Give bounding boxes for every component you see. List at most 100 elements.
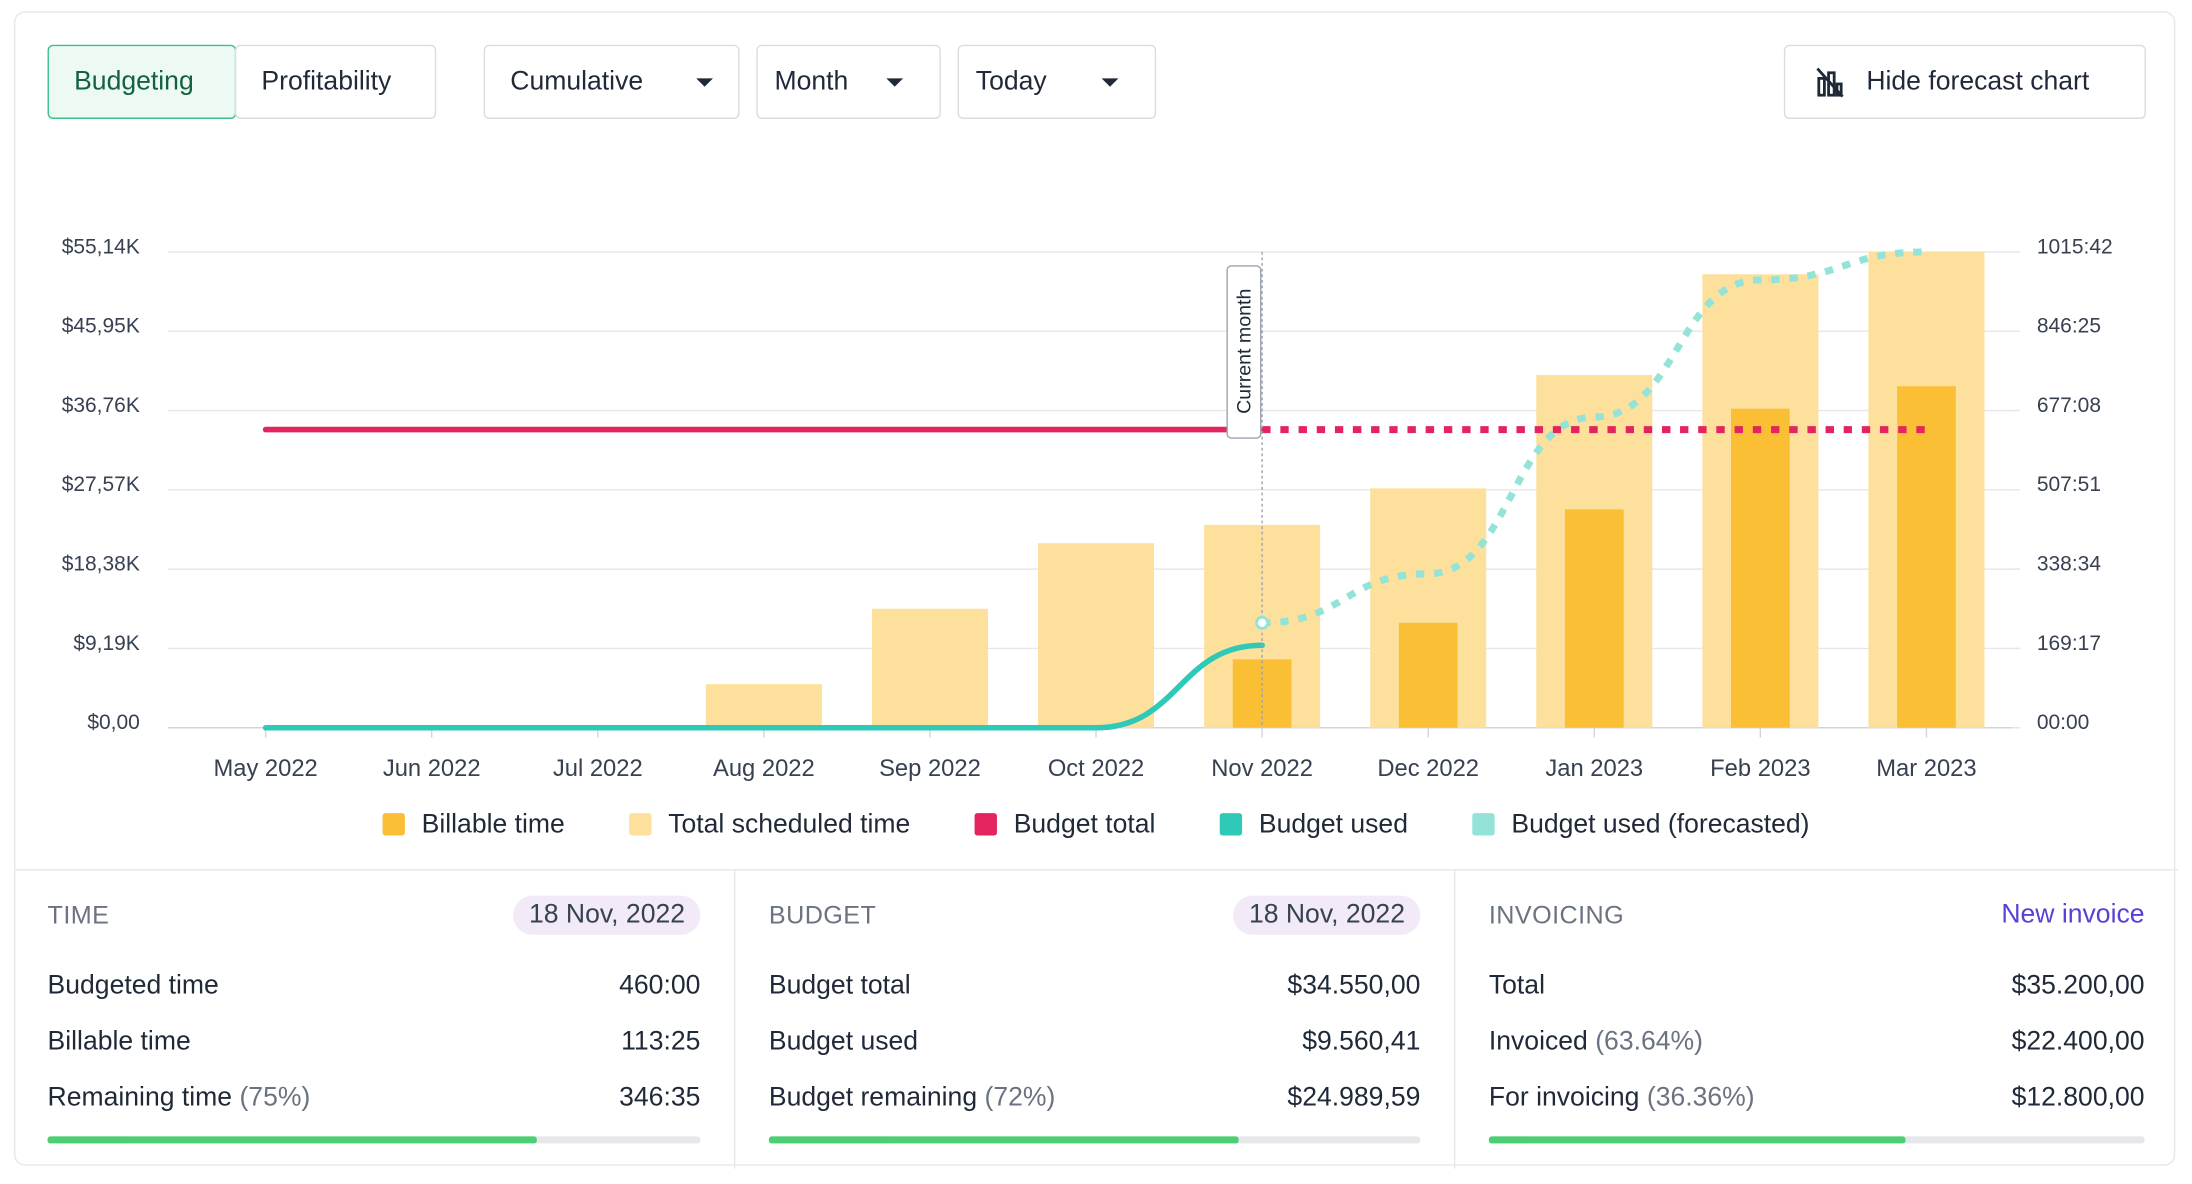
progress-fill [768,1136,1238,1144]
x-tick-label: Jan 2023 [1545,755,1643,782]
dropdown[interactable]: Today [957,44,1157,119]
progress-track [47,1136,701,1144]
y2-tick-label: 677:08 [2037,394,2101,417]
row-label-group: Budgeted time [48,971,219,1002]
x-tick-label: Dec 2022 [1377,755,1479,782]
dropdown-label: Month [774,66,849,96]
y2-tick-label: 00:00 [2037,711,2089,734]
y-tick-label: $27,57K [62,473,140,496]
icon [1816,66,1844,97]
y-tick-label: $0,00 [87,711,139,734]
legend-swatch [1472,813,1495,836]
row: Billable time 113:25 [48,1027,701,1058]
bar [1731,408,1790,728]
row-label: Budgeted time [47,971,219,1001]
row-value: $35.200,00 [2011,971,2145,1001]
dropdown[interactable]: Month [756,44,941,119]
row-label-group: Billable time [48,1027,191,1058]
panel-title: TIME [47,901,110,930]
forecast-start [1255,615,1270,630]
row-label: Remaining time [47,1083,233,1113]
bar [1038,543,1155,728]
row-note: (63.64%) [1595,1027,1704,1057]
hide-forecast-button[interactable]: Hide forecast chart [1783,44,2146,119]
x-tick-label: Jun 2022 [383,755,481,782]
row-value: $34.550,00 [1287,971,1421,1001]
link[interactable]: New invoice [2001,899,2145,930]
tab[interactable]: Budgeting [47,44,237,119]
row-value: 346:35 [619,1083,701,1113]
row-label-group: Invoiced (63.64%) [1489,1027,1703,1058]
legend-label: Budget used (forecasted) [1511,809,1809,839]
progress-track [1488,1136,2145,1144]
caret [886,77,904,87]
row: Remaining time (75%) 346:35 [48,1083,701,1114]
row-value: 113:25 [621,1027,701,1057]
row-label: Total [1488,971,1545,1001]
date-badge: 18 Nov, 2022 [1233,895,1421,935]
date-badge: 18 Nov, 2022 [513,895,701,935]
row-note: (72%) [984,1083,1056,1113]
row-label: Billable time [47,1027,191,1057]
y-tick-label: $36,76K [62,394,140,417]
legend-label: Budget used [1259,809,1408,839]
y2-tick-label: 1015:42 [2037,235,2113,258]
row-label: Invoiced [1488,1027,1588,1057]
legend-label: Total scheduled time [668,809,910,839]
row: For invoicing (36.36%) $12.800,00 [1489,1083,2145,1114]
legend-item: Total scheduled time [629,809,910,839]
x-tick-label: Mar 2023 [1876,755,1976,782]
row: Budget remaining (72%) $24.989,59 [769,1083,1420,1114]
row-label-group: Total [1489,971,1545,1002]
progress-track [768,1136,1421,1144]
legend-item: Budget total [974,809,1156,839]
row: Budgeted time 460:00 [48,971,701,1002]
x-tick-label: May 2022 [213,755,317,782]
legend-swatch [629,813,652,836]
dropdown-label: Today [975,66,1047,96]
bar [1232,659,1292,728]
row-note: (36.36%) [1646,1083,1755,1113]
legend-swatch [974,813,997,836]
panel: INVOICING New invoice Total $35.200,00 Invoi… [1455,870,2178,1168]
y2-tick-label: 507:51 [2037,473,2101,496]
summary-panels: TIME 18 Nov, 2022 Budgeted time 460:00 Billa… [13,869,2179,1169]
legend-swatch [1219,813,1243,836]
row-label: Budget used [768,1027,919,1057]
chart: $0,00 $9,19K $18,38K $27,57K $36,76K $45,95K $… [62,235,2113,839]
legend-label: Budget total [1014,809,1156,839]
y2-tick-label: 169:17 [2037,632,2101,655]
annotation-box [1226,265,1262,439]
bar [1564,509,1624,728]
panel: TIME 18 Nov, 2022 Budgeted time 460:00 Billa… [14,870,736,1169]
row-label-group: Remaining time (75%) [48,1083,311,1114]
y-tick-label: $18,38K [62,552,140,575]
caret [696,77,713,87]
bar [1897,386,1956,728]
legend: Billable time Total scheduled time Budget … [382,809,1810,839]
annotation: Current month [1234,289,1256,414]
row: Total $35.200,00 [1489,971,2145,1002]
dropdown[interactable]: Cumulative [483,44,740,119]
bar [871,608,988,728]
y-tick-label: $9,19K [73,632,139,655]
x-tick-label: Sep 2022 [879,755,981,782]
tab[interactable]: Profitability [234,44,437,119]
caret [1101,77,1119,87]
line [262,642,1265,731]
panel-title: BUDGET [768,901,877,930]
progress-fill [1488,1136,1907,1144]
row-label-group: Budget used [769,1027,918,1058]
row: Invoiced (63.64%) $22.400,00 [1489,1027,2145,1058]
bar [705,684,822,728]
row-label: Budget total [768,971,911,1001]
row-value: $12.800,00 [2011,1083,2145,1113]
x-tick-label: Jul 2022 [553,755,643,782]
card [13,11,2176,1166]
row-label: For invoicing [1488,1083,1640,1113]
row-label: Budget remaining [768,1083,978,1113]
y-tick-label: $55,14K [62,235,140,258]
row-value: $24.989,59 [1287,1083,1421,1113]
